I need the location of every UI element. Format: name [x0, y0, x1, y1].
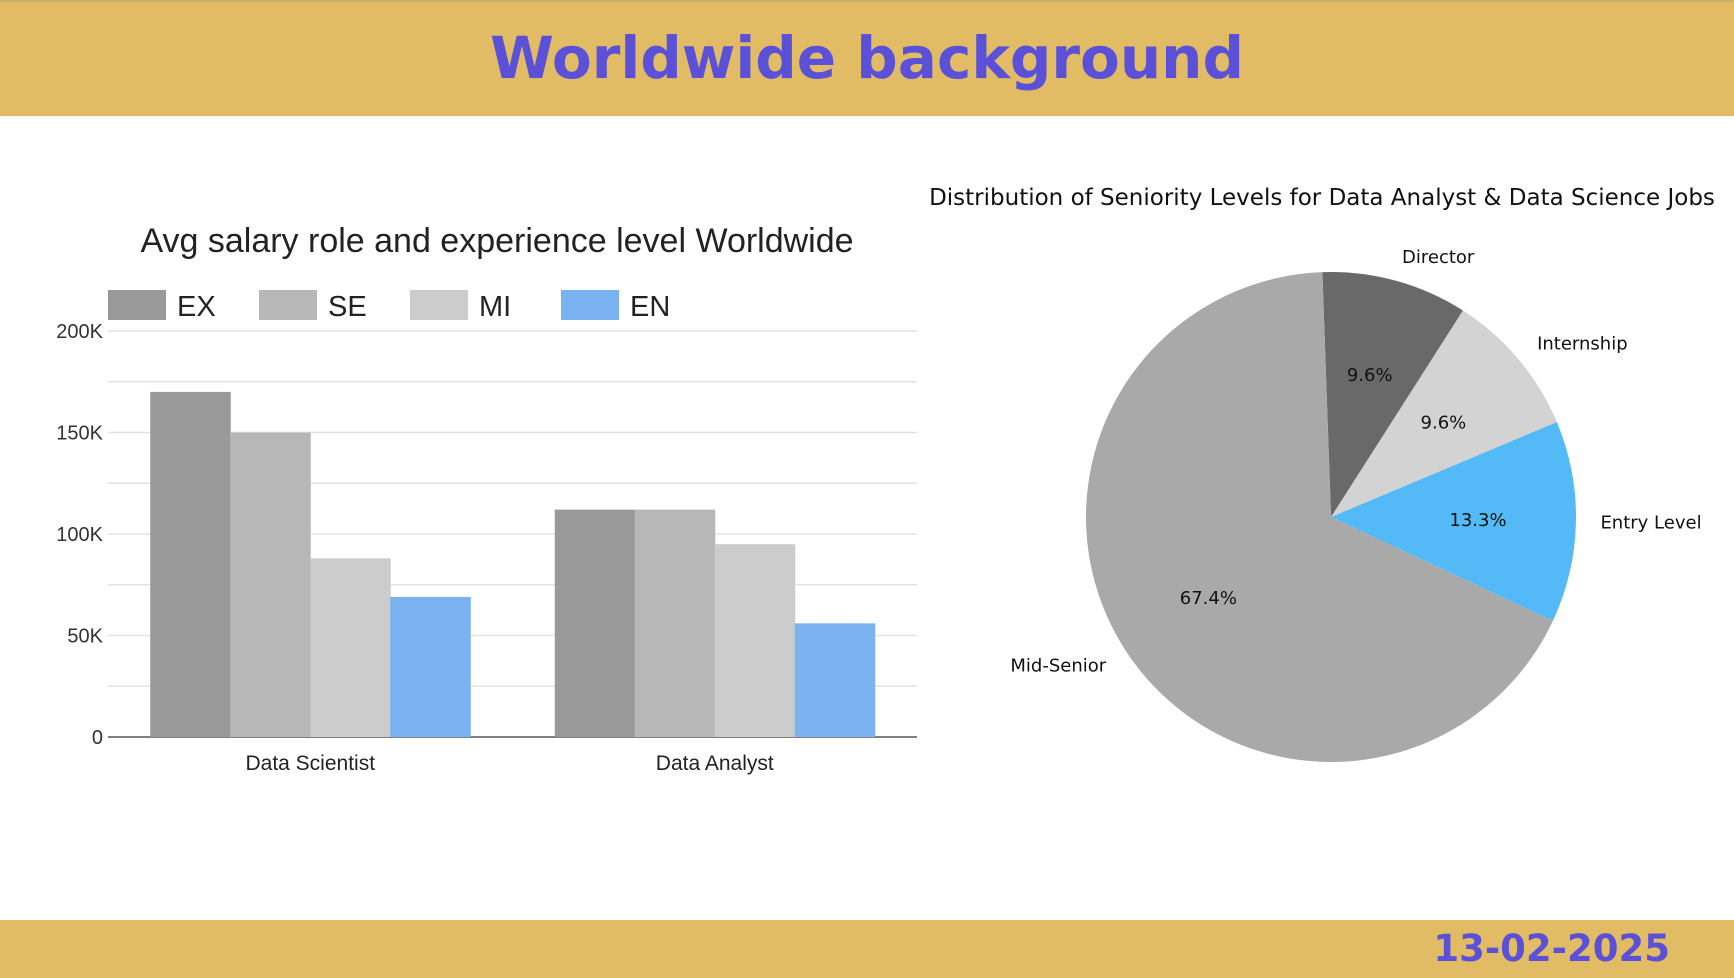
- y-tick-label: 150K: [56, 423, 103, 445]
- x-tick-label: Data Scientist: [245, 752, 375, 775]
- bar-chart: Avg salary role and experience level Wor…: [56, 222, 917, 775]
- pie-chart-slices: [1085, 272, 1576, 762]
- bar-mi-1: [714, 544, 796, 737]
- bar-ex-0: [150, 391, 231, 737]
- pie-category-label: Internship: [1537, 333, 1628, 354]
- bar-mi-0: [310, 558, 391, 737]
- y-tick-label: 100K: [56, 524, 103, 546]
- pie-category-label: Entry Level: [1600, 512, 1701, 533]
- header-band: [0, 0, 1734, 116]
- legend-label-mi: MI: [479, 291, 511, 323]
- x-tick-label: Data Analyst: [656, 752, 774, 775]
- bar-se-0: [230, 432, 311, 737]
- pie-slice-mid-senior: [1085, 272, 1553, 762]
- pie-pct-label: 9.6%: [1421, 412, 1467, 433]
- bar-chart-title: Avg salary role and experience level Wor…: [140, 222, 853, 260]
- legend-swatch-en: [561, 290, 619, 320]
- bar-chart-legend: EX SE MI EN: [108, 290, 670, 323]
- bar-chart-y-axis: 0 50K 100K 150K 200K: [56, 321, 103, 749]
- bar-chart-bars: [150, 391, 876, 737]
- y-tick-label: 50K: [67, 626, 103, 648]
- pie-pct-label: 9.6%: [1347, 365, 1393, 386]
- bar-ex-1: [554, 509, 636, 737]
- legend-label-ex: EX: [177, 291, 216, 323]
- pie-category-label: Director: [1402, 247, 1475, 268]
- bar-en-0: [390, 596, 471, 737]
- bar-chart-x-axis: Data Scientist Data Analyst: [245, 752, 773, 775]
- legend-swatch-mi: [410, 290, 468, 320]
- pie-pct-label: 13.3%: [1449, 510, 1506, 531]
- pie-chart: Distribution of Seniority Levels for Dat…: [929, 185, 1715, 762]
- legend-label-se: SE: [328, 291, 367, 323]
- y-tick-label: 0: [92, 727, 103, 749]
- pie-slice-director: [1322, 272, 1463, 517]
- slide-date: 13-02-2025: [1433, 927, 1670, 970]
- pie-slice-entry-level: [1331, 421, 1576, 621]
- pie-category-label: Mid-Senior: [1010, 656, 1106, 677]
- bar-en-1: [794, 623, 876, 737]
- pie-pct-label: 67.4%: [1180, 588, 1237, 609]
- footer-band: [0, 920, 1734, 978]
- pie-slice-internship: [1331, 310, 1557, 517]
- pie-chart-labels: 13.3% Entry Level 9.6% Internship 9.6% Direct…: [1010, 247, 1701, 677]
- y-tick-label: 200K: [56, 321, 103, 343]
- legend-label-en: EN: [630, 291, 670, 323]
- slide-title: Worldwide background: [490, 24, 1244, 92]
- bar-se-1: [634, 509, 716, 737]
- pie-chart-title: Distribution of Seniority Levels for Dat…: [929, 185, 1715, 211]
- legend-swatch-se: [259, 290, 317, 320]
- legend-swatch-ex: [108, 290, 166, 320]
